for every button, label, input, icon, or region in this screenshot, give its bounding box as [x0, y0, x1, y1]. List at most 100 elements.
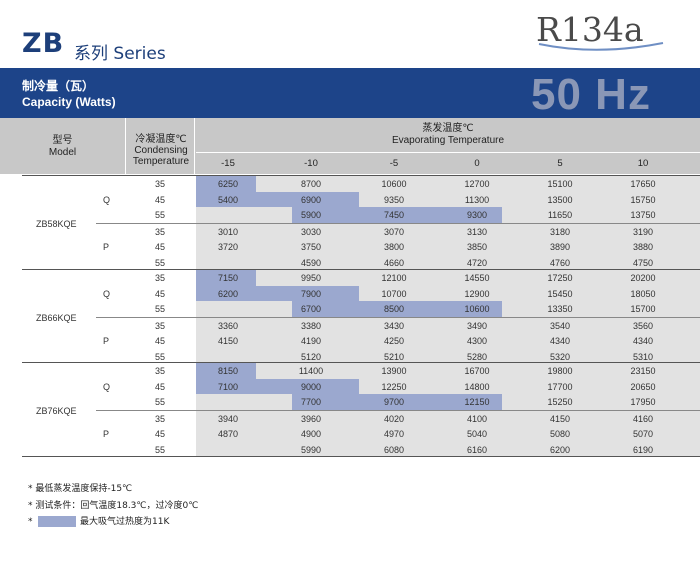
- capacity-value: 12150: [464, 397, 490, 407]
- capacity-value: 4020: [383, 413, 405, 424]
- capacity-value: 11300: [464, 194, 490, 205]
- capacity-value: 13900: [381, 366, 407, 376]
- condensing-temp: 45: [154, 381, 165, 392]
- capacity-value: 4340: [632, 336, 654, 346]
- max-superheat-highlight: [292, 301, 502, 317]
- max-superheat-highlight: [196, 363, 256, 379]
- capacity-value: 15450: [547, 288, 573, 299]
- capacity-value: 17950: [630, 397, 656, 407]
- capacity-value: 6250: [217, 179, 239, 189]
- capacity-value: 3190: [632, 226, 654, 237]
- frequency-label: 50 Hz: [531, 70, 651, 119]
- capacity-value: 3800: [383, 242, 405, 252]
- capacity-value: 5210: [383, 351, 405, 362]
- capacity-value: 8700: [300, 179, 322, 189]
- model-header-cn: 型号: [52, 135, 73, 146]
- capacity-value: 9350: [383, 194, 405, 205]
- capacity-value: 3960: [300, 413, 322, 424]
- condensing-temp: 35: [154, 413, 165, 424]
- capacity-banner: [0, 68, 700, 118]
- capacity-value: 4660: [383, 257, 405, 268]
- capacity-value: 5120: [300, 351, 322, 362]
- capacity-value: 6200: [549, 444, 571, 455]
- capacity-value: 5080: [549, 429, 571, 439]
- capacity-value: 6900: [300, 194, 322, 205]
- capacity-value: 4970: [383, 429, 405, 439]
- capacity-value: 4150: [217, 336, 239, 346]
- capacity-value: 10600: [464, 304, 490, 314]
- blank-cell: [196, 394, 292, 410]
- capacity-value: 4870: [217, 429, 239, 439]
- capacity-value: 9000: [300, 381, 322, 392]
- capacity-value: 8150: [217, 366, 239, 376]
- condensing-temp: 35: [154, 226, 165, 237]
- capacity-value: 4190: [300, 336, 322, 346]
- group-divider: [96, 316, 700, 318]
- capacity-value: 19800: [547, 366, 573, 376]
- max-superheat-highlight: [196, 176, 256, 192]
- capacity-value: 20200: [630, 273, 656, 283]
- model-name: ZB76KQE: [36, 405, 77, 416]
- capacity-value: 3890: [549, 242, 571, 252]
- capacity-value: 13500: [547, 194, 573, 205]
- condensing-header: 冷凝温度℃ Condensing Temperature: [125, 118, 195, 174]
- capacity-value: 12700: [464, 179, 490, 189]
- capacity-value: 15250: [547, 397, 573, 407]
- capacity-value: 3030: [300, 226, 322, 237]
- legend-swatch: [38, 516, 76, 527]
- capacity-value: 3560: [632, 320, 654, 331]
- series-label: 系列 Series: [74, 44, 166, 64]
- condensing-temp: 45: [154, 429, 165, 439]
- blank-cell: [196, 441, 292, 457]
- blank-cell: [196, 348, 292, 364]
- model-divider: [22, 269, 700, 270]
- capacity-value: 3850: [466, 242, 488, 252]
- condensing-temp: 35: [154, 179, 165, 189]
- capacity-value: 17700: [547, 381, 573, 392]
- capacity-value: 4720: [466, 257, 488, 268]
- capacity-value: 4900: [300, 429, 322, 439]
- capacity-value: 9700: [383, 397, 405, 407]
- condensing-temp: 55: [154, 257, 165, 268]
- capacity-value: 5310: [632, 351, 654, 362]
- model-header: 型号 Model: [0, 118, 125, 174]
- capacity-value: 7100: [217, 381, 239, 392]
- max-superheat-highlight: [292, 207, 502, 223]
- blank-cell: [196, 301, 292, 317]
- evaporating-header: 蒸发温度℃ Evaporating Temperature: [196, 118, 700, 153]
- capacity-value: 3430: [383, 320, 405, 331]
- capacity-value: 5990: [300, 444, 322, 455]
- capacity-value: 20650: [630, 381, 656, 392]
- refrigerant-logo: R134a: [536, 10, 644, 49]
- capacity-value: 4160: [632, 413, 654, 424]
- capacity-value: 6190: [632, 444, 654, 455]
- model-name: ZB58KQE: [36, 218, 77, 229]
- condensing-temp: 55: [154, 444, 165, 455]
- capacity-title-en: Capacity (Watts): [22, 95, 116, 109]
- capacity-value: 6160: [466, 444, 488, 455]
- blank-cell: [196, 207, 292, 223]
- capacity-value: 4100: [466, 413, 488, 424]
- condensing-temp: 55: [154, 351, 165, 362]
- condensing-temp: 45: [154, 336, 165, 346]
- evap-temp-header: -15: [221, 158, 235, 169]
- capacity-value: 3540: [549, 320, 571, 331]
- capacity-value: 4250: [383, 336, 405, 346]
- capacity-value: 10600: [381, 179, 407, 189]
- metric-type-label: Q: [103, 381, 111, 392]
- condensing-temp: 35: [154, 273, 165, 283]
- capacity-value: 9950: [300, 273, 322, 283]
- capacity-value: 9300: [466, 210, 488, 220]
- condensing-header-cn: 冷凝温度℃: [135, 134, 187, 145]
- condensing-temp: 35: [154, 320, 165, 331]
- capacity-value: 6200: [217, 288, 239, 299]
- model-header-en: Model: [48, 147, 77, 158]
- metric-type-label: P: [103, 429, 110, 439]
- capacity-value: 4340: [549, 336, 571, 346]
- evap-temp-header: -10: [304, 158, 318, 169]
- capacity-value: 3070: [383, 226, 405, 237]
- capacity-value: 23150: [630, 366, 656, 376]
- model-divider: [22, 362, 700, 363]
- capacity-value: 5320: [549, 351, 571, 362]
- max-superheat-highlight: [196, 191, 359, 207]
